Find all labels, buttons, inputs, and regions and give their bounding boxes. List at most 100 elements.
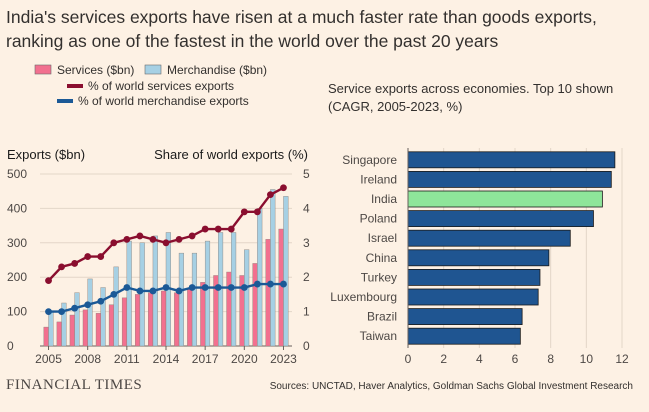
services-share-point bbox=[240, 208, 248, 216]
merch-share-point bbox=[162, 284, 170, 291]
merch-share-point bbox=[201, 284, 209, 291]
x-tick-label: 10 bbox=[580, 352, 594, 366]
merchandise-bar bbox=[100, 287, 106, 347]
left-tick-label: 100 bbox=[7, 305, 27, 319]
services-share-point bbox=[110, 239, 118, 247]
legend-services-label: Services ($bn) bbox=[57, 63, 134, 77]
x-tick-label: 2 bbox=[440, 352, 447, 366]
right-axis-title: Share of world exports (%) bbox=[154, 147, 308, 162]
legend-merch-share-label: % of world merchandise exports bbox=[78, 94, 249, 108]
left-tick-label: 0 bbox=[7, 339, 14, 353]
services-bar bbox=[95, 313, 101, 347]
merchandise-bar bbox=[126, 240, 132, 347]
right-chart-title: Service exports across economies. Top 10… bbox=[328, 81, 613, 96]
right-tick-label: 5 bbox=[303, 167, 310, 181]
services-bar bbox=[265, 239, 271, 347]
category-label: China bbox=[366, 251, 398, 265]
services-bar bbox=[200, 282, 206, 347]
category-label: Ireland bbox=[360, 172, 397, 186]
merch-share-point bbox=[280, 280, 287, 288]
cagr-bar bbox=[407, 249, 550, 267]
services-bar bbox=[161, 290, 167, 347]
x-tick-label: 2017 bbox=[192, 352, 219, 366]
source-note: Sources: UNCTAD, Haver Analytics, Goldma… bbox=[270, 381, 633, 392]
merchandise-bar bbox=[178, 252, 184, 347]
merchandise-bar bbox=[244, 249, 250, 347]
cagr-bar bbox=[407, 170, 612, 188]
chart-title-line-2: ranking as one of the fastest in the wor… bbox=[6, 31, 499, 51]
x-tick-label: 2014 bbox=[153, 352, 180, 366]
services-share-point bbox=[267, 191, 274, 199]
merchandise-bar bbox=[270, 189, 276, 347]
merch-share-point bbox=[214, 284, 222, 291]
merch-share-point bbox=[175, 287, 183, 295]
category-label: Poland bbox=[360, 212, 397, 226]
merchandise-bar bbox=[191, 252, 198, 347]
x-tick-label: 2005 bbox=[35, 352, 62, 366]
legend-services-swatch bbox=[34, 64, 52, 75]
category-label: Singapore bbox=[342, 153, 397, 167]
merchandise-bar bbox=[283, 196, 289, 347]
left-tick-label: 300 bbox=[7, 236, 27, 250]
category-label: Israel bbox=[368, 231, 397, 245]
merch-share-point bbox=[227, 284, 235, 291]
legend-merchandise-label: Merchandise ($bn) bbox=[167, 63, 267, 77]
left-axis-title: Exports ($bn) bbox=[7, 147, 85, 162]
cagr-bar bbox=[407, 308, 523, 326]
services-share-point bbox=[149, 235, 157, 243]
services-share-point bbox=[97, 253, 105, 260]
merch-share-point bbox=[240, 284, 248, 291]
merch-share-point bbox=[97, 297, 105, 305]
right-chart: 0 2 4 6 8 10 12 Singapore Ireland India Poland Isra… bbox=[330, 148, 629, 366]
services-bar bbox=[43, 326, 49, 347]
merchandise-bar bbox=[87, 278, 93, 347]
x-tick-label: 0 bbox=[405, 352, 412, 366]
merchandise-bar bbox=[139, 242, 145, 347]
merch-share-point bbox=[58, 308, 65, 315]
x-tick-label: 4 bbox=[476, 352, 483, 366]
right-tick-label: 4 bbox=[303, 201, 310, 215]
right-tick-label: 3 bbox=[303, 236, 310, 250]
services-bar bbox=[148, 292, 154, 347]
services-share-point bbox=[175, 235, 183, 243]
left-chart: 0 100 200 300 400 500 0 1 2 3 4 5 2005 2008 2011 2014 20… bbox=[7, 167, 310, 366]
right-tick-label: 1 bbox=[303, 305, 310, 319]
services-bar bbox=[82, 309, 88, 347]
services-share-point bbox=[280, 184, 287, 192]
merch-share-point bbox=[84, 301, 92, 309]
services-share-point bbox=[188, 232, 196, 240]
right-chart-subtitle: (CAGR, 2005-2023, %) bbox=[328, 99, 462, 114]
cagr-bar bbox=[407, 229, 571, 247]
merch-share-point bbox=[123, 284, 131, 291]
x-tick-label: 2011 bbox=[114, 352, 140, 366]
merch-share-point bbox=[253, 280, 261, 288]
left-tick-label: 400 bbox=[7, 201, 27, 215]
x-tick-label: 8 bbox=[547, 352, 554, 366]
services-share-point bbox=[45, 277, 52, 285]
legend-merchandise-swatch bbox=[144, 64, 162, 75]
services-share-point bbox=[214, 225, 222, 233]
services-share-point bbox=[71, 260, 79, 267]
services-share-point bbox=[201, 225, 209, 233]
services-share-point bbox=[84, 253, 92, 260]
cagr-bar bbox=[407, 268, 541, 286]
merchandise-bar bbox=[113, 266, 119, 347]
services-bar bbox=[278, 228, 284, 347]
services-share-point bbox=[136, 232, 144, 240]
merch-share-point bbox=[45, 308, 52, 315]
right-tick-label: 0 bbox=[303, 339, 310, 353]
cagr-bar bbox=[407, 288, 539, 306]
services-bar bbox=[226, 271, 232, 347]
merch-share-point bbox=[267, 280, 274, 288]
services-bar bbox=[134, 294, 141, 347]
cagr-bar bbox=[407, 327, 521, 345]
merch-share-point bbox=[71, 304, 79, 312]
services-bar bbox=[108, 304, 114, 347]
merch-share-point bbox=[188, 284, 196, 291]
legend-services-share-label: % of world services exports bbox=[88, 79, 234, 93]
merchandise-bar bbox=[48, 311, 54, 347]
services-bar bbox=[174, 292, 180, 347]
services-share-point bbox=[227, 225, 235, 233]
cagr-bar bbox=[407, 210, 594, 228]
